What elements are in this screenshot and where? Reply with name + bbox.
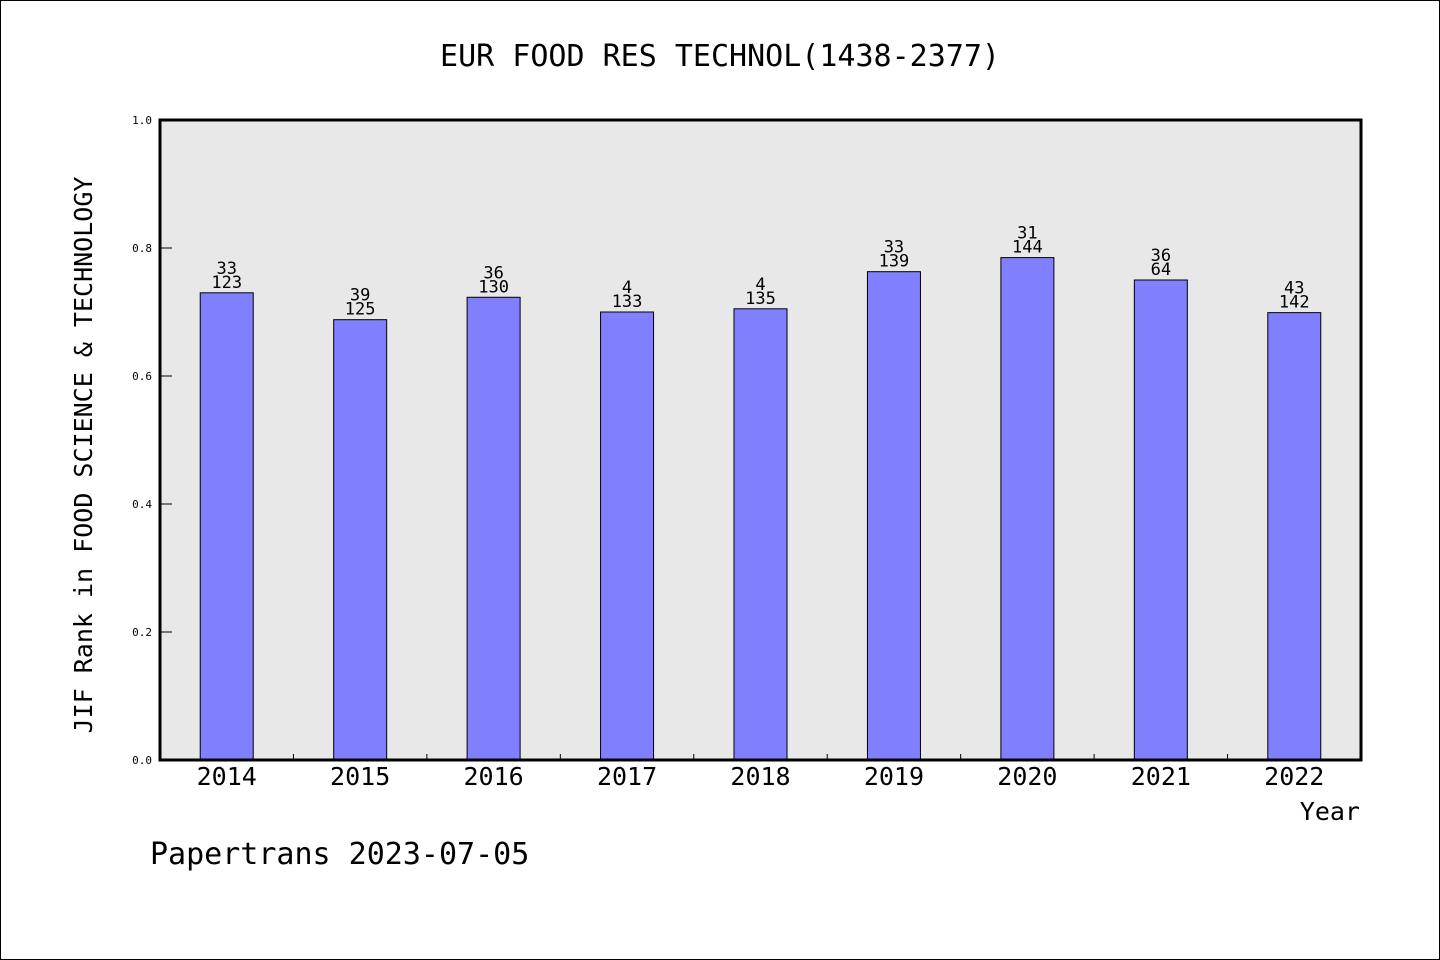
x-axis: 2014 2015 2016 2017 2018 2019 2020 2021 2022 bbox=[197, 754, 1324, 791]
bar-label-bottom: 125 bbox=[345, 300, 376, 320]
bar-2021 bbox=[1133, 279, 1188, 761]
y-tick-label: 0.4 bbox=[132, 498, 152, 511]
bar-label-bottom: 139 bbox=[879, 252, 910, 272]
x-tick-label: 2022 bbox=[1264, 762, 1324, 791]
bar-label-top: 31 bbox=[1017, 224, 1037, 244]
bar-label-top: 33 bbox=[884, 238, 904, 258]
x-axis-label: Year bbox=[1300, 797, 1360, 826]
bar-label-bottom: 123 bbox=[211, 273, 242, 293]
bar-2018 bbox=[733, 308, 788, 761]
bar-label-top: 4 bbox=[755, 275, 765, 295]
y-tick-label: 0.2 bbox=[132, 626, 152, 639]
bar-label-bottom: 130 bbox=[478, 277, 509, 297]
y-axis-label: JIF Rank in FOOD SCIENCE & TECHNOLOGY bbox=[69, 177, 98, 734]
footer-text: Papertrans 2023-07-05 bbox=[150, 837, 529, 872]
y-tick-label: 0.8 bbox=[132, 242, 152, 255]
bar-label-top: 43 bbox=[1284, 279, 1304, 299]
x-tick-label: 2019 bbox=[864, 762, 924, 791]
x-tick-label: 2020 bbox=[997, 762, 1057, 791]
x-tick-label: 2016 bbox=[464, 762, 524, 791]
bar-label-bottom: 135 bbox=[745, 289, 776, 309]
bar-2015 bbox=[333, 319, 388, 761]
x-tick-label: 2015 bbox=[330, 762, 390, 791]
bar-label-top: 39 bbox=[350, 286, 370, 306]
bars bbox=[199, 257, 1322, 761]
bar-label-bottom: 144 bbox=[1012, 238, 1043, 258]
x-tick-label: 2021 bbox=[1131, 762, 1191, 791]
bar-label-top: 36 bbox=[1151, 246, 1171, 266]
bar-label-top: 33 bbox=[216, 259, 236, 279]
bar-label-bottom: 64 bbox=[1151, 260, 1171, 280]
bar-2022 bbox=[1267, 312, 1322, 761]
bar-label-top: 36 bbox=[483, 263, 503, 283]
bar-2017 bbox=[600, 311, 655, 761]
bar-label-top: 4 bbox=[622, 278, 632, 298]
y-tick-label: 1.0 bbox=[132, 114, 152, 127]
bar-label-bottom: 142 bbox=[1279, 293, 1310, 313]
bar-2020 bbox=[1000, 257, 1055, 761]
bar-2016 bbox=[466, 296, 521, 761]
x-tick-label: 2017 bbox=[597, 762, 657, 791]
x-tick-label: 2014 bbox=[197, 762, 257, 791]
y-tick-label: 0.0 bbox=[132, 754, 152, 767]
chart-title: EUR FOOD RES TECHNOL(1438-2377) bbox=[440, 39, 1000, 74]
y-tick-label: 0.6 bbox=[132, 370, 152, 383]
bar-2014 bbox=[199, 292, 254, 761]
x-tick-label: 2018 bbox=[730, 762, 790, 791]
y-axis: 0.0 0.2 0.4 0.6 0.8 1.0 bbox=[132, 114, 172, 767]
bar-2019 bbox=[866, 271, 921, 761]
bar-label-bottom: 133 bbox=[612, 292, 643, 312]
plot-border bbox=[158, 118, 1363, 762]
